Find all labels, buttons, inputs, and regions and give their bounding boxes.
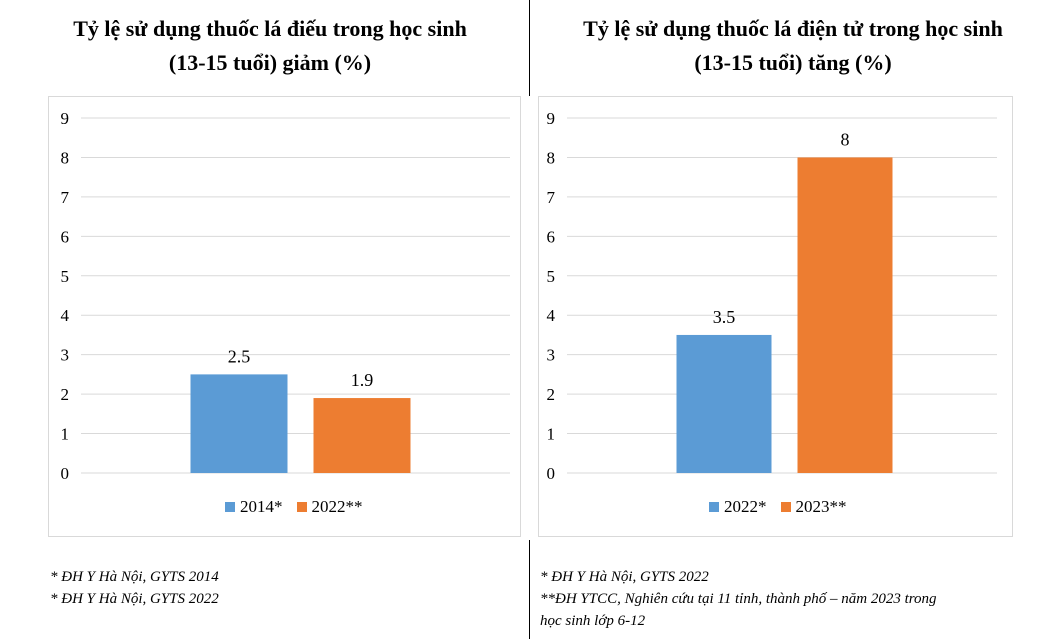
legend-label: 2022** bbox=[311, 497, 363, 516]
y-tick-label: 4 bbox=[61, 306, 70, 325]
y-tick-label: 8 bbox=[61, 148, 70, 167]
y-tick-label: 2 bbox=[61, 385, 70, 404]
right-chart: 0 1 2 3 4 5 6 7 8 9 3.5 8 2022* 2023** bbox=[538, 96, 1013, 537]
left-title-line2: (13-15 tuổi) giảm (%) bbox=[168, 50, 372, 75]
note-line: * ĐH Y Hà Nội, GYTS 2022 bbox=[50, 591, 219, 607]
y-tick-label: 6 bbox=[547, 227, 556, 246]
bottom-divider bbox=[529, 540, 530, 639]
y-tick-label: 7 bbox=[61, 188, 70, 207]
bar bbox=[797, 157, 893, 473]
bar bbox=[190, 374, 288, 473]
right-notes: * ĐH Y Hà Nội, GYTS 2022 **ĐH YTCC, Nghi… bbox=[540, 566, 1050, 632]
right-legend: 2022* 2023** bbox=[709, 497, 861, 517]
y-tick-label: 3 bbox=[547, 346, 556, 365]
note-line: * ĐH Y Hà Nội, GYTS 2022 bbox=[540, 569, 709, 585]
legend-swatch-series2 bbox=[296, 502, 307, 512]
y-tick-label: 5 bbox=[61, 267, 70, 286]
y-tick-label: 0 bbox=[61, 464, 70, 483]
right-title-line2: (13-15 tuổi) tăng (%) bbox=[694, 50, 892, 75]
legend-item-2022: 2022* bbox=[709, 497, 767, 517]
legend-swatch-series2 bbox=[780, 502, 791, 512]
left-title-line1: Tỷ lệ sử dụng thuốc lá điếu trong học si… bbox=[73, 16, 467, 41]
legend-label: 2014* bbox=[240, 497, 283, 516]
data-label: 1.9 bbox=[351, 370, 374, 390]
y-tick-label: 6 bbox=[61, 227, 70, 246]
data-label: 3.5 bbox=[713, 307, 736, 327]
right-title-line1: Tỷ lệ sử dụng thuốc lá điện tử trong học… bbox=[583, 16, 1003, 41]
data-label: 8 bbox=[841, 129, 850, 149]
y-tick-label: 1 bbox=[547, 425, 556, 444]
y-tick-label: 0 bbox=[547, 464, 556, 483]
y-tick-label: 7 bbox=[547, 188, 556, 207]
y-tick-label: 9 bbox=[61, 109, 70, 128]
y-tick-label: 1 bbox=[61, 425, 70, 444]
legend-label: 2022* bbox=[724, 497, 767, 516]
legend-swatch-series1 bbox=[709, 502, 719, 512]
y-tick-label: 3 bbox=[61, 346, 70, 365]
y-tick-label: 8 bbox=[547, 148, 556, 167]
right-chart-title: Tỷ lệ sử dụng thuốc lá điện tử trong học… bbox=[532, 12, 1054, 80]
left-chart-plot: 0 1 2 3 4 5 6 7 8 9 2.5 1.9 bbox=[61, 109, 510, 483]
legend-label: 2023** bbox=[795, 497, 847, 516]
top-divider bbox=[529, 0, 530, 96]
left-legend: 2014* 2022** bbox=[225, 497, 377, 517]
left-chart-title: Tỷ lệ sử dụng thuốc lá điếu trong học si… bbox=[20, 12, 520, 80]
legend-item-2023: 2023** bbox=[780, 497, 847, 517]
y-tick-label: 4 bbox=[547, 306, 556, 325]
left-chart: 0 1 2 3 4 5 6 7 8 9 2.5 1.9 2014* 2022** bbox=[48, 96, 521, 537]
data-label: 2.5 bbox=[228, 346, 251, 366]
left-notes: * ĐH Y Hà Nội, GYTS 2014 * ĐH Y Hà Nội, … bbox=[50, 566, 520, 610]
legend-item-2014: 2014* bbox=[225, 497, 283, 517]
note-line: * ĐH Y Hà Nội, GYTS 2014 bbox=[50, 569, 219, 585]
y-tick-label: 2 bbox=[547, 385, 556, 404]
y-tick-label: 5 bbox=[547, 267, 556, 286]
note-line: **ĐH YTCC, Nghiên cứu tại 11 tỉnh, thành… bbox=[540, 591, 937, 607]
y-tick-label: 9 bbox=[547, 109, 556, 128]
bar bbox=[676, 334, 772, 473]
right-chart-plot: 0 1 2 3 4 5 6 7 8 9 3.5 8 bbox=[547, 109, 997, 483]
note-line: học sinh lớp 6-12 bbox=[540, 613, 646, 629]
bar bbox=[313, 398, 411, 473]
legend-item-2022: 2022** bbox=[296, 497, 363, 517]
legend-swatch-series1 bbox=[225, 502, 235, 512]
